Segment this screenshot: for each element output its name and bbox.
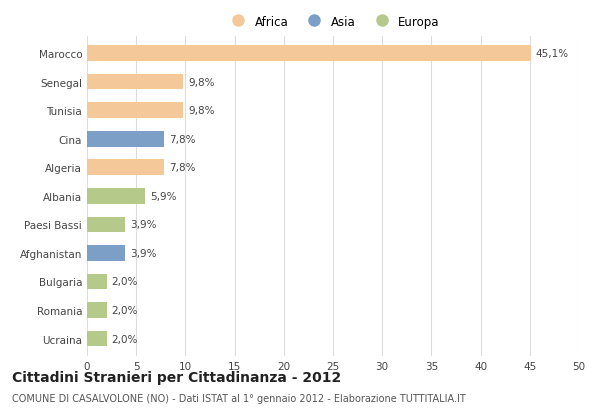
Text: 7,8%: 7,8% [169, 135, 195, 144]
Legend: Africa, Asia, Europa: Africa, Asia, Europa [221, 11, 445, 33]
Bar [87, 245, 125, 261]
Bar [87, 217, 125, 233]
Text: 2,0%: 2,0% [112, 305, 138, 315]
Text: 2,0%: 2,0% [112, 277, 138, 287]
Bar [87, 46, 531, 62]
Bar [87, 132, 164, 147]
Bar [87, 74, 184, 90]
Text: 3,9%: 3,9% [130, 220, 157, 230]
Text: 2,0%: 2,0% [112, 334, 138, 344]
Text: COMUNE DI CASALVOLONE (NO) - Dati ISTAT al 1° gennaio 2012 - Elaborazione TUTTIT: COMUNE DI CASALVOLONE (NO) - Dati ISTAT … [12, 393, 466, 403]
Bar [87, 331, 107, 346]
Bar [87, 160, 164, 176]
Text: Cittadini Stranieri per Cittadinanza - 2012: Cittadini Stranieri per Cittadinanza - 2… [12, 370, 341, 384]
Bar [87, 103, 184, 119]
Text: 3,9%: 3,9% [130, 248, 157, 258]
Bar [87, 302, 107, 318]
Text: 9,8%: 9,8% [188, 106, 215, 116]
Bar [87, 274, 107, 290]
Text: 5,9%: 5,9% [150, 191, 176, 201]
Bar [87, 189, 145, 204]
Text: 7,8%: 7,8% [169, 163, 195, 173]
Text: 45,1%: 45,1% [536, 49, 569, 59]
Text: 9,8%: 9,8% [188, 77, 215, 88]
